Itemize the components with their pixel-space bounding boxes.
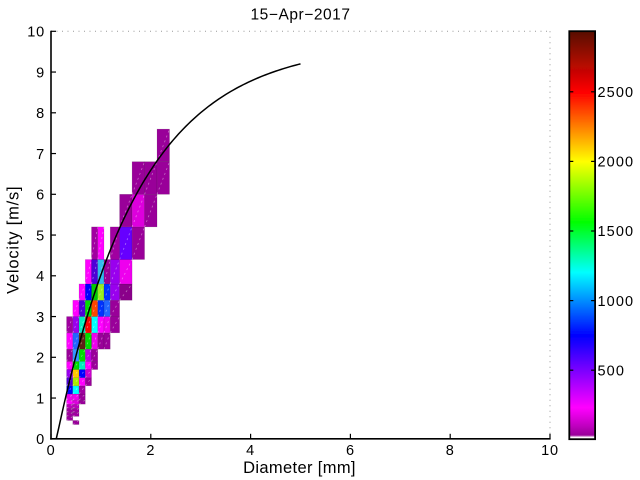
svg-text:10: 10 — [541, 443, 559, 459]
svg-text:5: 5 — [36, 228, 45, 244]
svg-text:2: 2 — [36, 351, 45, 367]
svg-text:6: 6 — [36, 188, 45, 204]
svg-text:8: 8 — [36, 106, 45, 122]
svg-text:0: 0 — [36, 432, 45, 448]
svg-text:8: 8 — [446, 443, 455, 459]
svg-text:1: 1 — [36, 391, 45, 407]
svg-text:4: 4 — [246, 443, 255, 459]
svg-text:0: 0 — [47, 443, 56, 459]
svg-text:4: 4 — [36, 269, 45, 285]
svg-text:15−Apr−2017: 15−Apr−2017 — [251, 6, 351, 23]
svg-text:9: 9 — [36, 65, 45, 81]
svg-text:3: 3 — [36, 310, 45, 326]
svg-text:10: 10 — [27, 25, 45, 41]
svg-text:Velocity [m/s]: Velocity [m/s] — [5, 186, 23, 294]
svg-text:500: 500 — [598, 363, 626, 379]
svg-text:2000: 2000 — [598, 155, 635, 171]
svg-text:1000: 1000 — [598, 294, 635, 310]
svg-text:6: 6 — [346, 443, 355, 459]
svg-text:Diameter [mm]: Diameter [mm] — [243, 459, 356, 477]
svg-text:2500: 2500 — [598, 85, 635, 101]
svg-text:2: 2 — [146, 443, 155, 459]
svg-text:1500: 1500 — [598, 224, 635, 240]
svg-text:7: 7 — [36, 147, 45, 163]
